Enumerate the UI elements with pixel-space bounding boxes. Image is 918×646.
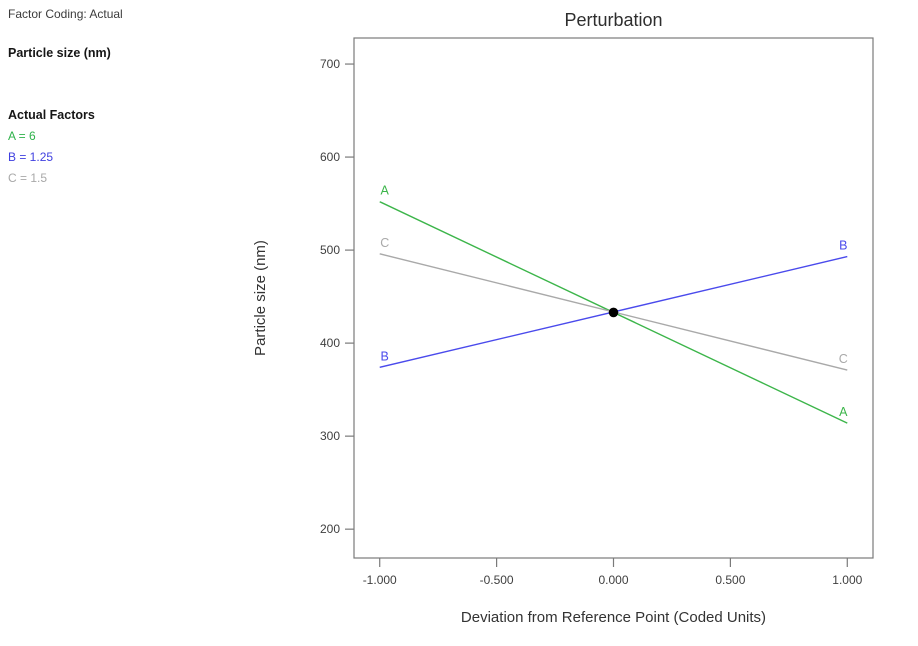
x-tick-label: 1.000 (832, 573, 862, 587)
series-end-label-B: B (839, 239, 847, 253)
chart-title: Perturbation (564, 10, 662, 30)
series-start-label-A: A (381, 184, 390, 198)
series-start-label-C: C (380, 236, 389, 250)
x-axis-title: Deviation from Reference Point (Coded Un… (461, 609, 766, 626)
y-tick-label: 600 (320, 150, 340, 164)
x-tick-label: 0.500 (715, 573, 745, 587)
factor-c-value: C = 1.5 (8, 171, 48, 185)
y-axis-title: Particle size (nm) (252, 240, 269, 356)
series-end-label-A: A (839, 405, 848, 419)
actual-factors-heading: Actual Factors (8, 108, 95, 122)
series-start-label-B: B (381, 349, 389, 363)
y-tick-label: 500 (320, 243, 340, 257)
y-tick-label: 700 (320, 57, 340, 71)
plot-frame (353, 37, 874, 559)
x-tick-label: 0.000 (598, 573, 628, 587)
y-tick-label: 400 (320, 336, 340, 350)
response-name-label: Particle size (nm) (8, 46, 111, 60)
y-tick-label: 200 (320, 522, 340, 536)
x-tick-label: -0.500 (480, 573, 514, 587)
factor-coding-label: Factor Coding: Actual (8, 7, 123, 21)
factor-b-value: B = 1.25 (8, 150, 54, 164)
series-end-label-C: C (839, 352, 848, 366)
y-tick-label: 300 (320, 429, 340, 443)
info-panel: Factor Coding: Actual Particle size (nm)… (0, 0, 280, 646)
factor-a-value: A = 6 (8, 129, 36, 143)
x-tick-label: -1.000 (363, 573, 397, 587)
reference-point-marker (608, 307, 619, 318)
